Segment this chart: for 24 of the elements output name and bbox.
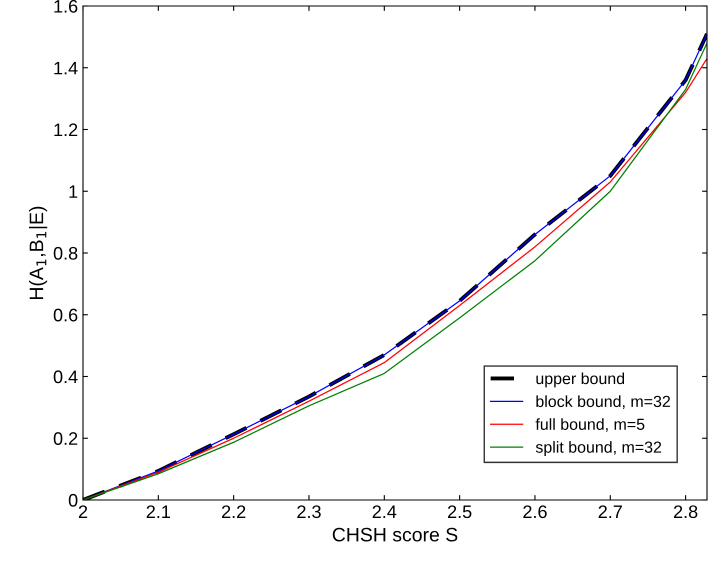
legend-label: block bound, m=32: [536, 395, 670, 409]
y-tick-label: 1: [69, 185, 78, 198]
x-tick-label: 2.6: [523, 505, 547, 518]
y-tick-label: 0.8: [54, 246, 78, 260]
y-tick-label: 0.6: [54, 308, 78, 322]
x-tick-label: 2.5: [448, 505, 472, 518]
x-tick-label: 2.4: [372, 505, 396, 518]
x-tick-label: 2.8: [674, 505, 698, 518]
y-tick-label: 1.2: [54, 123, 78, 136]
legend-label: split bound, m=32: [536, 441, 662, 456]
legend-label: upper bound: [536, 372, 624, 388]
legend-label: full bound, m=5: [536, 418, 644, 432]
x-axis-title: CHSH score S: [332, 528, 458, 542]
y-tick-label: 1.6: [54, 0, 78, 13]
y-tick-label: 0: [68, 494, 78, 507]
x-tick-label: 2.1: [146, 505, 170, 518]
x-tick-label: 2.2: [222, 505, 246, 518]
x-tick-label: 2.7: [598, 505, 622, 518]
x-tick-label: 2.3: [297, 505, 321, 518]
y-tick-label: 1.4: [54, 62, 78, 74]
y-tick-label: 0.2: [54, 432, 78, 445]
y-tick-label: 0.4: [54, 370, 78, 384]
y-axis-title: H(A$_{1}$,B$_{1}$|E): [29, 206, 48, 300]
x-tick-label: 2: [78, 505, 88, 518]
